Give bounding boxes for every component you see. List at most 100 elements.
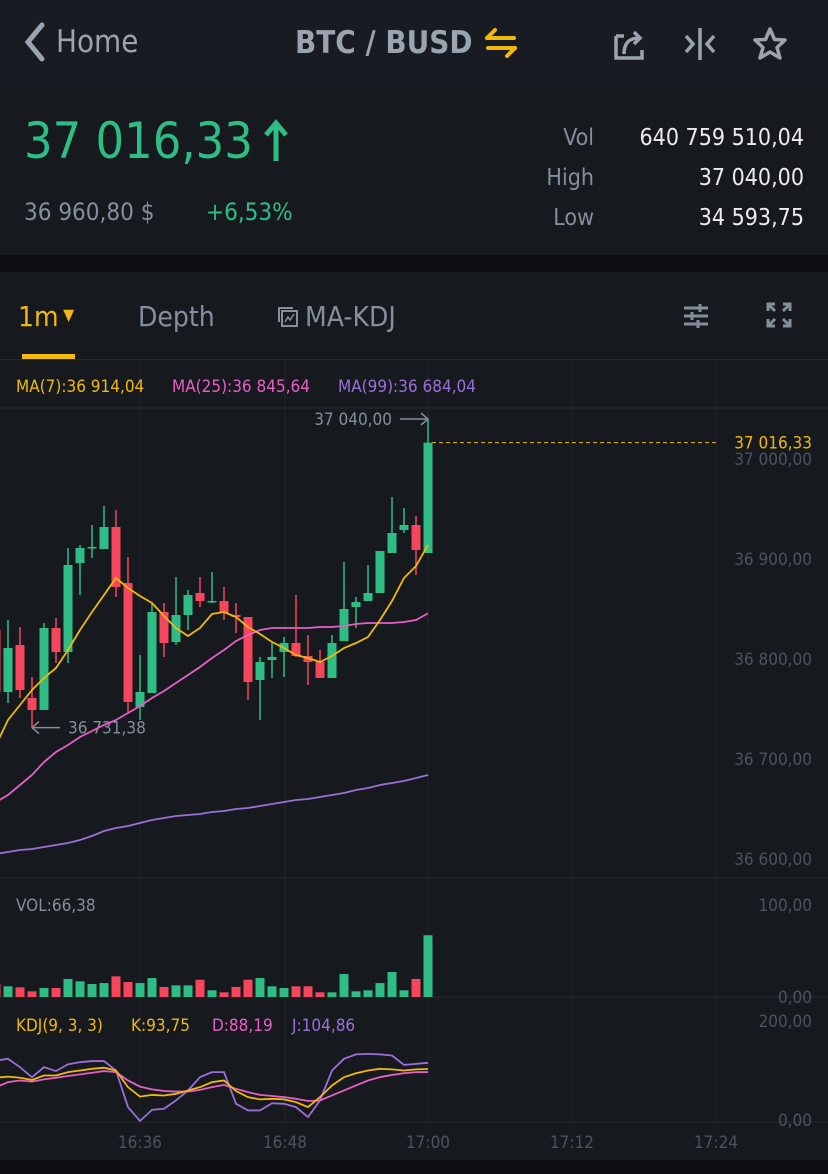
volume-bar xyxy=(327,992,337,997)
candle-body xyxy=(63,565,73,652)
interval-dropdown[interactable]: 1m ▼ xyxy=(18,300,74,333)
share-icon[interactable] xyxy=(612,26,648,62)
candle-body xyxy=(267,657,277,660)
volume-bar xyxy=(3,986,13,997)
kdj-k-line xyxy=(0,1066,429,1109)
vol-axis-label: 0,00 xyxy=(778,988,812,1008)
volume-bar xyxy=(291,986,301,997)
vol-legend: VOL:66,38 xyxy=(16,896,96,916)
volume-bar xyxy=(375,983,385,997)
settings-sliders-icon[interactable] xyxy=(682,302,710,330)
stat-high: High 37 040,00 xyxy=(504,158,804,198)
back-button[interactable]: Home xyxy=(24,22,138,62)
vol-axis-label: 100,00 xyxy=(759,896,813,916)
time-axis-label: 16:48 xyxy=(263,1133,307,1153)
candle-body xyxy=(39,628,49,710)
volume-bar xyxy=(423,935,433,997)
volume-bar xyxy=(315,992,325,997)
candle-body xyxy=(255,662,265,680)
candle-body xyxy=(351,602,361,607)
ma99-line xyxy=(0,774,429,855)
pair-title: BTC / BUSD xyxy=(295,25,473,61)
volume-bar xyxy=(255,978,265,997)
candle-body xyxy=(219,601,229,613)
bottom-bar xyxy=(0,1160,828,1174)
volume-bar xyxy=(411,978,421,997)
candle-body xyxy=(207,601,217,603)
ma99-legend: MA(99):36 684,04 xyxy=(338,377,476,397)
indicator-chart-icon xyxy=(278,306,298,327)
volume-bar xyxy=(171,985,181,997)
volume-bar xyxy=(399,990,409,997)
candle-body xyxy=(363,593,373,601)
volume-bar xyxy=(51,987,61,997)
volume-bar xyxy=(111,976,121,997)
active-tab-indicator xyxy=(22,354,75,359)
volume-bar xyxy=(147,978,157,997)
kdj-axis-label: 200,00 xyxy=(759,1012,813,1032)
high-marker-arrow-icon xyxy=(400,412,430,426)
volume-bar xyxy=(75,981,85,997)
price-axis-label: 36 800,00 xyxy=(734,650,812,670)
candle-body xyxy=(87,547,97,549)
tab-indicator[interactable]: MA-KDJ xyxy=(277,300,396,333)
candle-body xyxy=(147,612,157,693)
stat-value: 640 759 510,04 xyxy=(639,125,805,151)
time-axis-label: 17:00 xyxy=(406,1133,450,1153)
ticker-summary xyxy=(0,88,828,255)
low-marker-arrow-icon xyxy=(30,721,60,735)
volume-bar xyxy=(339,974,349,997)
candle-body xyxy=(195,593,205,601)
candle-body xyxy=(327,643,337,678)
stat-value: 34 593,75 xyxy=(698,205,804,231)
last-price: 37 016,33 xyxy=(24,112,289,170)
tab-depth[interactable]: Depth xyxy=(138,300,215,333)
candle-body xyxy=(423,442,433,553)
star-icon[interactable] xyxy=(752,26,788,62)
volume-bar xyxy=(159,986,169,997)
fullscreen-icon[interactable] xyxy=(766,302,792,328)
volume-bar xyxy=(267,986,277,997)
price-axis-label: 37 000,00 xyxy=(734,450,812,470)
candle-body xyxy=(315,662,325,678)
volume-bar xyxy=(231,986,241,997)
ma7-line xyxy=(0,544,429,739)
time-axis-label: 16:36 xyxy=(118,1133,162,1153)
candle-body xyxy=(123,583,133,702)
kdj-legend: KDJ(9, 3, 3) xyxy=(16,1016,103,1036)
candle-body xyxy=(51,628,61,652)
candle-body xyxy=(159,612,169,643)
candle-body xyxy=(291,643,301,656)
candle-body xyxy=(339,609,349,641)
candle-body xyxy=(399,525,409,530)
kdj-j-line xyxy=(0,1052,429,1123)
top-nav-bar: Home BTC / BUSD xyxy=(0,0,828,88)
candle-body xyxy=(75,548,85,563)
time-axis-label: 17:24 xyxy=(694,1133,738,1153)
volume-bar xyxy=(351,991,361,997)
stat-vol: Vol 640 759 510,04 xyxy=(504,118,804,158)
d-legend: D:88,19 xyxy=(212,1016,273,1036)
candle-body xyxy=(99,527,109,549)
volume-bar xyxy=(63,978,73,997)
volume-bar xyxy=(99,983,109,997)
section-divider xyxy=(0,255,828,272)
candle-body xyxy=(375,551,385,593)
volume-bar xyxy=(387,971,397,997)
j-legend: J:104,86 xyxy=(291,1016,355,1036)
volume-bar xyxy=(219,992,229,997)
pair-selector[interactable]: BTC / BUSD xyxy=(295,25,518,61)
candle-body xyxy=(183,595,193,615)
last-price-label: 37 016,33 xyxy=(734,434,812,454)
volume-bar xyxy=(0,983,1,997)
price-axis-label: 36 600,00 xyxy=(734,850,812,870)
k-legend: K:93,75 xyxy=(131,1016,190,1036)
compare-icon[interactable] xyxy=(682,26,718,62)
last-price-value: 37 016,33 xyxy=(24,112,253,170)
low-marker-label: 36 731,38 xyxy=(68,719,146,739)
candle-body xyxy=(27,698,37,710)
price-axis-label: 36 700,00 xyxy=(734,750,812,770)
price-axis-label: 36 900,00 xyxy=(734,550,812,570)
ma25-line xyxy=(0,612,429,801)
candlestick-chart[interactable]: MA(7):36 914,04 MA(25):36 845,64 MA(99):36… xyxy=(0,360,828,1160)
